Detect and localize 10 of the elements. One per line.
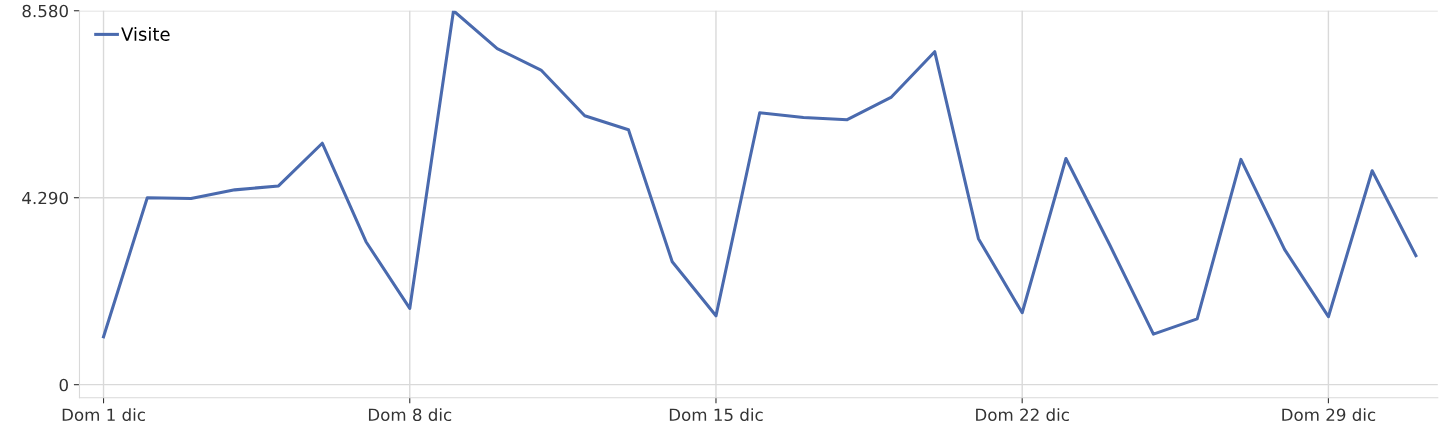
x-tick-label: Dom 15 dic <box>669 408 763 422</box>
x-tick-label: Dom 8 dic <box>368 408 452 422</box>
y-tick-label: 4.290 <box>22 191 68 205</box>
line-series <box>102 10 1418 339</box>
x-tick-label: Dom 29 dic <box>1282 408 1376 422</box>
y-tick-label: 8.580 <box>22 4 68 18</box>
y-tick-label: 0 <box>59 378 68 392</box>
x-tick-label: Dom 1 dic <box>62 408 145 422</box>
legend-label: Visite <box>121 27 170 41</box>
x-tick-label: Dom 22 dic <box>976 408 1069 422</box>
